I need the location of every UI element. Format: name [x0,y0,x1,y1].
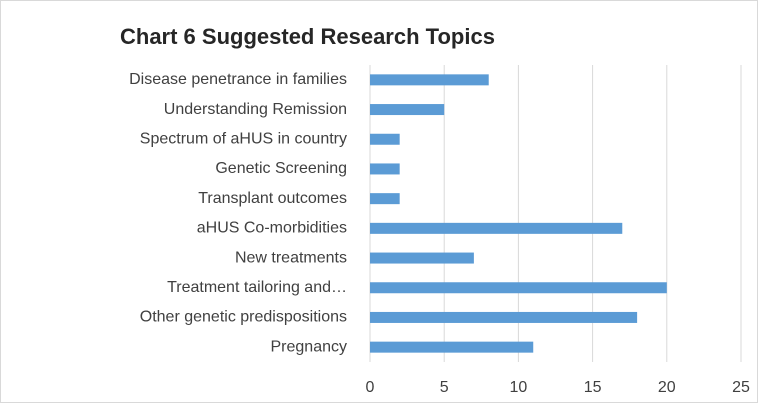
bar [370,311,638,323]
x-tick-label: 0 [366,379,375,396]
y-tick-label: Disease penetrance in families [129,71,347,88]
x-tick-label: 15 [584,379,602,396]
y-tick-label: Genetic Screening [215,160,347,177]
y-tick-label: Pregnancy [271,338,348,355]
bar [370,222,623,234]
chart-title: Chart 6 Suggested Research Topics [120,24,495,49]
bar [370,104,445,116]
y-tick-label: Treatment tailoring and… [167,279,347,296]
x-tick-label: 20 [658,379,676,396]
y-tick-label: Transplant outcomes [198,190,347,207]
bar [370,252,474,264]
y-tick-label: Other genetic predispositions [140,309,347,326]
bar [370,341,534,353]
bar [370,163,400,175]
bar [370,282,667,294]
bar [370,193,400,205]
y-tick-label: Understanding Remission [164,101,347,118]
x-tick-label: 10 [510,379,528,396]
y-tick-label: Spectrum of aHUS in country [140,130,347,147]
bar [370,133,400,145]
y-tick-label: aHUS Co-morbidities [197,220,347,237]
y-tick-label: New treatments [235,249,347,266]
bar [370,74,489,86]
x-tick-label: 5 [440,379,449,396]
x-tick-label: 25 [732,379,750,396]
